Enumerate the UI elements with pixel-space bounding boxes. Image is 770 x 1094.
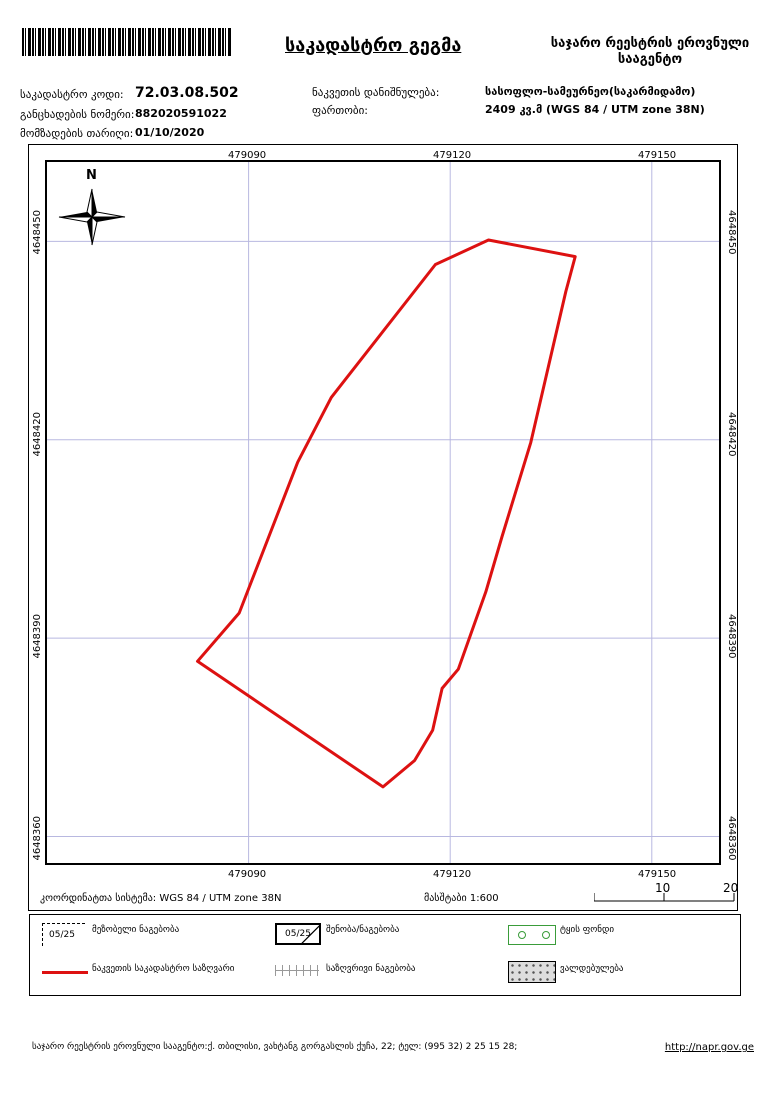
legend-obligation-label: ვალდებულება bbox=[560, 964, 624, 974]
north-label: N bbox=[86, 168, 97, 183]
application-number-label: განცხადების ნომერი: bbox=[20, 108, 135, 121]
map-frame bbox=[28, 144, 738, 911]
x-tick-top-3: 479150 bbox=[638, 150, 677, 161]
y-tick-right-2: 4648420 bbox=[726, 412, 737, 457]
y-tick-left-3: 4648390 bbox=[32, 614, 43, 659]
legend-border-structure-symbol bbox=[275, 965, 319, 977]
x-tick-top-1: 479090 bbox=[228, 150, 267, 161]
cadastral-code-label: საკადასტრო კოდი: bbox=[20, 88, 124, 101]
map-canvas: N bbox=[45, 160, 721, 865]
y-tick-left-1: 4648450 bbox=[32, 210, 43, 255]
scale-10-label: 10 bbox=[655, 881, 671, 895]
parcel-boundary[interactable] bbox=[196, 238, 577, 789]
area-label: ფართობი: bbox=[312, 104, 368, 117]
agency-name: საჯარო რეესტრის ეროვნული სააგენტო bbox=[550, 36, 750, 68]
legend-building-code: 05/25 bbox=[285, 929, 311, 939]
scale-bar bbox=[593, 881, 744, 909]
legend-border-structure-label: საზღვრივი ნაგებობა bbox=[326, 964, 416, 974]
y-tick-right-1: 4648450 bbox=[726, 210, 737, 255]
scale-text: მასშტაბი 1:600 bbox=[424, 893, 499, 904]
y-tick-left-2: 4648420 bbox=[32, 412, 43, 457]
purpose-label: ნაკვეთის დანიშნულება: bbox=[312, 86, 440, 99]
y-tick-right-4: 4648360 bbox=[726, 816, 737, 861]
legend-forest-label: ტყის ფონდი bbox=[560, 925, 614, 935]
legend-building-label: შენობა/ნაგებობა bbox=[326, 925, 400, 935]
footer-address: საჯარო რეესტრის ეროვნული სააგენტო:ქ. თბი… bbox=[32, 1042, 518, 1052]
north-arrow-icon bbox=[58, 188, 126, 246]
document-title: საკადასტრო გეგმა bbox=[285, 35, 462, 56]
application-number-value: 882020591022 bbox=[135, 107, 227, 120]
x-tick-bottom-2: 479120 bbox=[433, 869, 472, 880]
legend-obligation-symbol bbox=[508, 961, 556, 983]
y-tick-right-3: 4648390 bbox=[726, 614, 737, 659]
scale-20-label: 20 bbox=[723, 881, 739, 895]
footer-url-link[interactable]: http://napr.gov.ge bbox=[664, 1042, 754, 1053]
legend-neighbor-label: მეზობელი ნაგებობა bbox=[92, 925, 180, 935]
legend-parcel-boundary-label: ნაკვეთის საკადასტრო საზღვარი bbox=[92, 964, 235, 974]
prepared-date-label: მომზადების თარიღი: bbox=[20, 127, 134, 140]
agency-name-line1: საჯარო რეესტრის ეროვნული bbox=[550, 36, 750, 51]
map-svg: N bbox=[47, 162, 719, 863]
prepared-date-value: 01/10/2020 bbox=[135, 126, 205, 139]
x-tick-bottom-1: 479090 bbox=[228, 869, 267, 880]
legend-neighbor-code: 05/25 bbox=[49, 930, 75, 940]
grid-lines bbox=[47, 162, 719, 863]
legend-parcel-boundary-symbol bbox=[42, 971, 88, 974]
legend: 05/25 მეზობელი ნაგებობა 05/25 შენობა/ნაგ… bbox=[29, 914, 741, 996]
x-tick-top-2: 479120 bbox=[433, 150, 472, 161]
purpose-value: სასოფლო-სამეურნეო(საკარმიდამო) bbox=[485, 85, 696, 98]
y-tick-left-4: 4648360 bbox=[32, 816, 43, 861]
legend-neighbor-symbol: 05/25 bbox=[42, 923, 85, 946]
legend-forest-symbol bbox=[508, 925, 556, 945]
agency-name-line2: სააგენტო bbox=[617, 52, 683, 67]
x-tick-bottom-3: 479150 bbox=[638, 869, 677, 880]
coordinate-system-text: კოორდინატთა სისტემა: WGS 84 / UTM zone 3… bbox=[40, 893, 282, 904]
barcode bbox=[22, 28, 232, 56]
cadastral-code-value: 72.03.08.502 bbox=[135, 85, 239, 101]
area-value: 2409 კვ.მ (WGS 84 / UTM zone 38N) bbox=[485, 103, 705, 116]
legend-building-symbol: 05/25 bbox=[275, 923, 321, 945]
